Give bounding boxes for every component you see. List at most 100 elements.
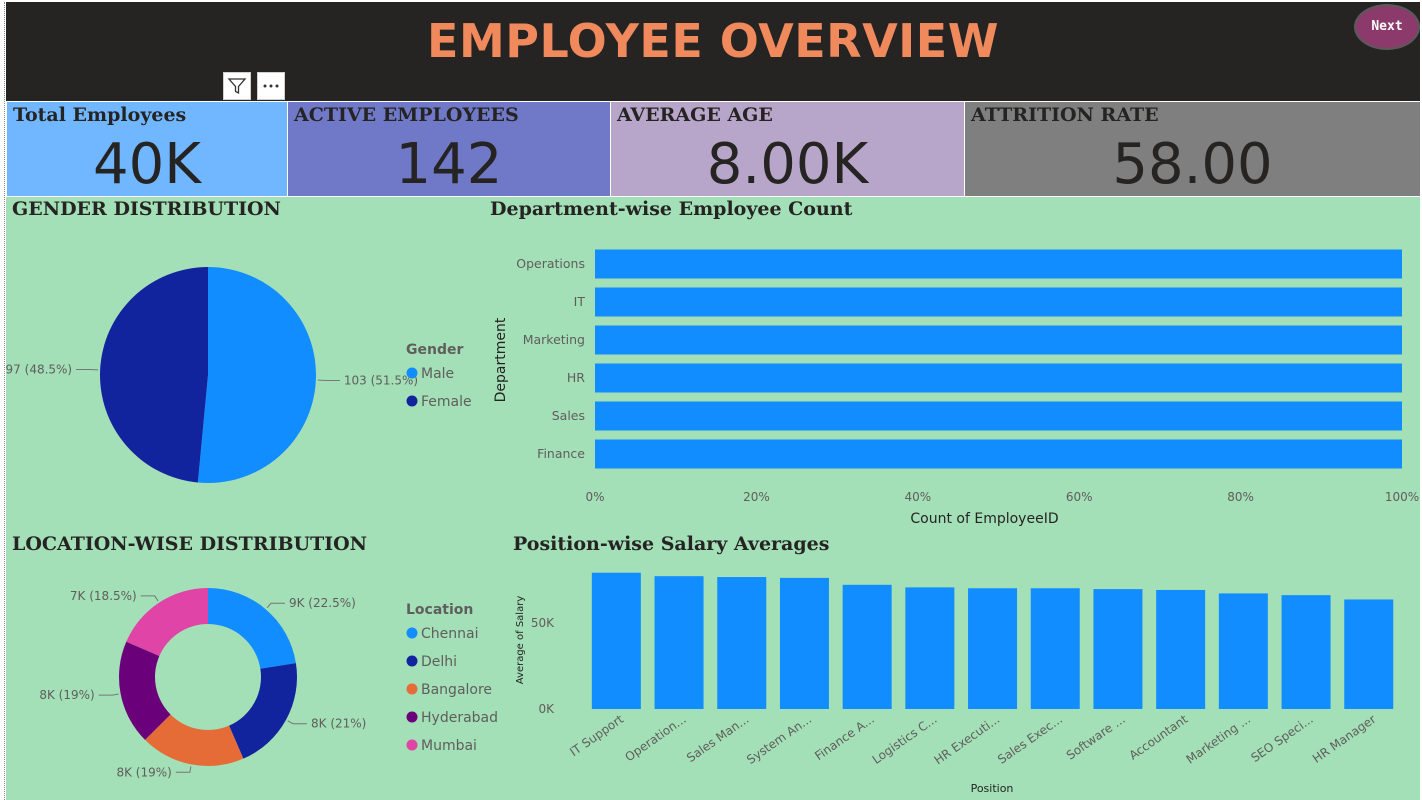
bar-position[interactable] <box>1281 595 1331 709</box>
x-tick-label: Software ... <box>1064 712 1128 763</box>
x-tick-label: Operation... <box>622 712 688 764</box>
y-tick-label: IT <box>574 294 586 309</box>
legend-marker <box>406 683 418 695</box>
pie-slice-male[interactable] <box>197 267 316 483</box>
legend-item[interactable]: Hyderabad <box>421 710 498 726</box>
kpi-value: 142 <box>395 132 503 196</box>
page-title: EMPLOYEE OVERVIEW <box>427 14 999 68</box>
bar-position[interactable] <box>842 584 892 709</box>
legend-marker <box>406 627 418 639</box>
pie-data-label: 7K (18.5%) <box>70 589 137 603</box>
bar-position[interactable] <box>1030 588 1080 709</box>
pie-slice-mumbai[interactable] <box>126 588 208 656</box>
filter-icon <box>227 78 247 95</box>
pie-slice-bangalore[interactable] <box>145 714 244 766</box>
bar-position[interactable] <box>968 588 1018 709</box>
y-tick-label: Finance <box>537 446 585 461</box>
x-tick-label: Accountant <box>1127 712 1191 763</box>
pie-data-label: 103 (51.5%) <box>344 374 418 388</box>
location-chart-title: LOCATION-WISE DISTRIBUTION <box>12 533 368 555</box>
x-axis-title: Position <box>971 782 1014 795</box>
kpi-label: ATTRITION RATE <box>971 104 1159 126</box>
x-tick-label: Sales Man... <box>684 712 751 765</box>
pie-leader-line <box>175 766 192 773</box>
legend-marker <box>406 739 418 751</box>
pie-data-label: 97 (48.5%) <box>6 362 73 376</box>
legend-item[interactable]: Male <box>421 366 454 382</box>
header-bar: EMPLOYEE OVERVIEW <box>6 2 1420 101</box>
x-tick-label: Finance A... <box>812 712 877 763</box>
kpi-value: 40K <box>93 132 201 196</box>
pie-data-label: 8K (19%) <box>116 765 171 779</box>
legend-item[interactable]: Bangalore <box>421 682 492 698</box>
kpi-label: ACTIVE EMPLOYEES <box>294 104 519 126</box>
legend-marker <box>406 655 418 667</box>
kpi-label: Total Employees <box>13 104 187 126</box>
x-tick-label: System An... <box>744 712 814 767</box>
legend-marker <box>406 711 418 723</box>
kpi-attrition-rate: ATTRITION RATE 58.00 <box>965 102 1420 196</box>
bar-position[interactable] <box>1156 589 1206 709</box>
bar-position[interactable] <box>1093 589 1143 709</box>
filter-button[interactable] <box>223 72 251 100</box>
kpi-value: 8.00K <box>706 132 869 196</box>
legend-item[interactable]: Chennai <box>421 626 478 642</box>
pie-leader-line <box>98 693 119 696</box>
location-donut-chart: 9K (22.5%) 8K (21%) 8K (19%) 8K (19%) 7K (18… <box>39 588 498 779</box>
x-tick-label: SEO Speci... <box>1248 712 1315 765</box>
x-tick-label: 100% <box>1385 490 1419 504</box>
x-tick-label: HR Executi... <box>932 712 1003 767</box>
bar-marketing[interactable] <box>595 325 1402 355</box>
pie-slice-hyderabad[interactable] <box>118 641 171 740</box>
bar-it[interactable] <box>595 287 1402 317</box>
x-tick-label: 20% <box>743 490 770 504</box>
y-tick-label: 50K <box>531 616 555 630</box>
pie-slice-chennai[interactable] <box>208 588 296 669</box>
y-tick-label: 0K <box>538 702 555 716</box>
pie-leader-line <box>287 720 308 725</box>
x-tick-label: 80% <box>1227 490 1254 504</box>
x-tick-label: Logistics C... <box>870 712 940 767</box>
bar-operations[interactable] <box>595 249 1402 279</box>
gender-pie-chart: 103 (51.5%) 97 (48.5%) Gender Male Female <box>6 267 472 483</box>
y-tick-label: Sales <box>552 408 585 423</box>
legend-marker <box>406 395 418 407</box>
kpi-total-employees: Total Employees 40K <box>7 102 287 196</box>
legend-title: Location <box>406 602 473 618</box>
next-button[interactable]: Next <box>1354 4 1420 50</box>
pie-data-label: 8K (21%) <box>311 717 366 731</box>
position-chart-title: Position-wise Salary Averages <box>513 533 830 555</box>
legend-marker <box>406 367 418 379</box>
y-tick-label: Operations <box>516 256 585 271</box>
pie-slice-female[interactable] <box>99 267 208 483</box>
legend-item[interactable]: Female <box>421 394 472 410</box>
bar-finance[interactable] <box>595 439 1402 469</box>
x-tick-label: Marketing ... <box>1184 712 1254 767</box>
pie-data-label: 9K (22.5%) <box>289 596 356 610</box>
bar-position[interactable] <box>717 577 767 709</box>
kpi-label: AVERAGE AGE <box>617 104 773 126</box>
legend-title: Gender <box>406 342 463 358</box>
legend-item[interactable]: Delhi <box>421 654 457 670</box>
y-tick-label: HR <box>567 370 585 385</box>
legend-item[interactable]: Mumbai <box>421 738 477 754</box>
pie-slice-delhi[interactable] <box>229 663 297 759</box>
x-tick-label: HR Manager <box>1310 712 1379 766</box>
pie-data-label: 8K (19%) <box>39 688 94 702</box>
bar-position[interactable] <box>905 587 955 709</box>
bar-position[interactable] <box>1344 599 1394 709</box>
more-options-button[interactable] <box>257 72 285 100</box>
x-tick-label: Sales Exec... <box>995 712 1065 767</box>
bar-position[interactable] <box>654 576 704 709</box>
kpi-average-age: AVERAGE AGE 8.00K <box>611 102 964 196</box>
bar-position[interactable] <box>591 572 641 709</box>
bar-position[interactable] <box>1218 593 1268 709</box>
bar-position[interactable] <box>779 577 829 709</box>
y-axis-title: Department <box>493 317 509 402</box>
bar-hr[interactable] <box>595 363 1402 393</box>
x-tick-label: 40% <box>904 490 931 504</box>
x-tick-label: 60% <box>1066 490 1093 504</box>
bar-sales[interactable] <box>595 401 1402 431</box>
kpi-value: 58.00 <box>1112 132 1273 196</box>
